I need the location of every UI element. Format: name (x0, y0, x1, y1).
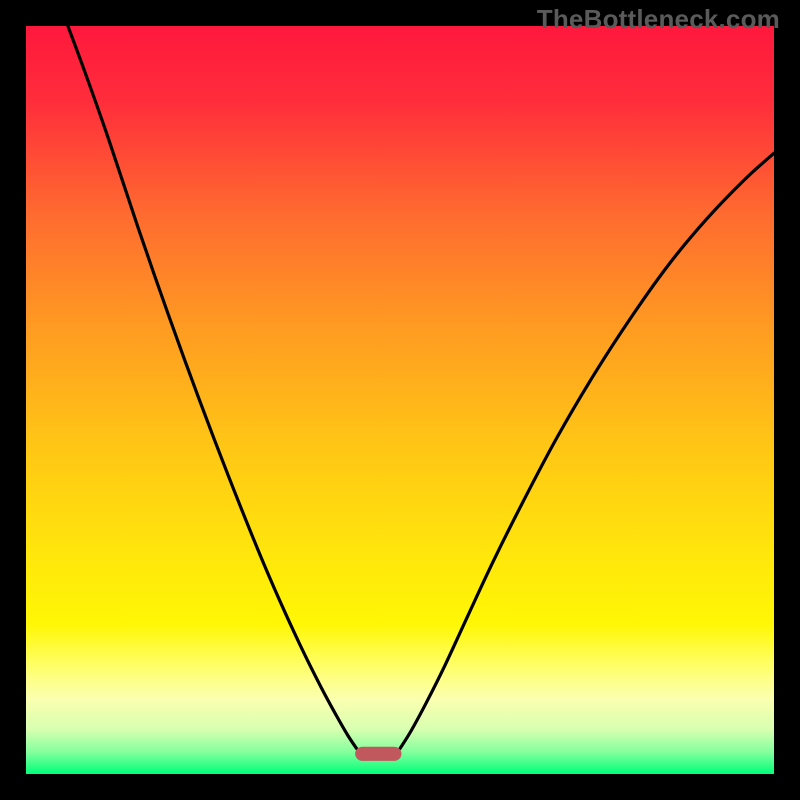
chart-svg (0, 0, 800, 800)
trough-marker (355, 747, 401, 761)
gradient-background (26, 26, 774, 774)
watermark-text: TheBottleneck.com (537, 4, 780, 35)
bottleneck-chart: TheBottleneck.com (0, 0, 800, 800)
